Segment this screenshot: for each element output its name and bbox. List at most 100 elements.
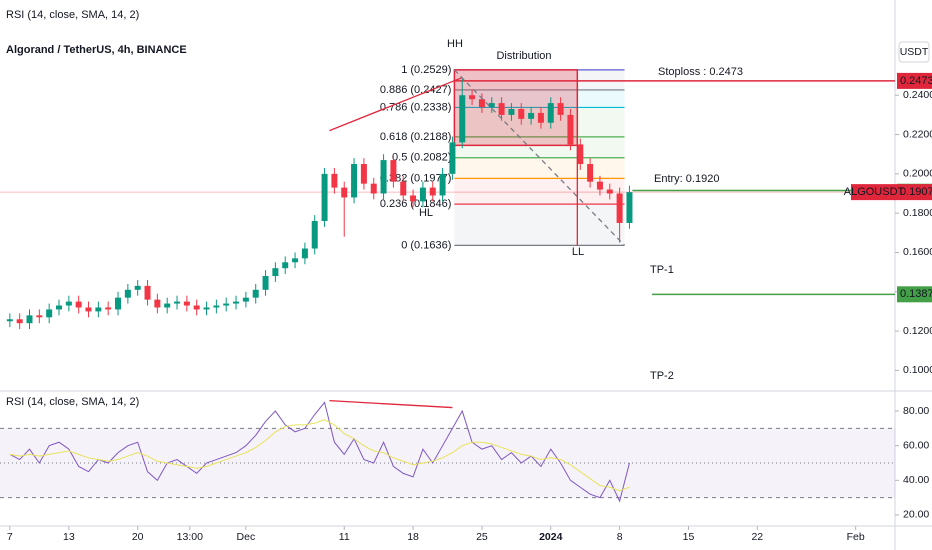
fib-label: 0.618 (0.2188) — [380, 131, 452, 143]
distribution-box — [453, 69, 579, 147]
candle-body — [498, 103, 505, 115]
candle-body — [567, 114, 574, 145]
candle-body — [587, 164, 594, 182]
price-label-box — [897, 72, 932, 89]
candle-body — [174, 301, 181, 304]
rsi-line — [9, 419, 630, 492]
y-tick-label: 40.00 — [903, 474, 929, 486]
y-tick-label: 60.00 — [903, 439, 929, 451]
candle-body — [75, 301, 82, 308]
x-tick-label: 2024 — [539, 531, 563, 543]
annotation: TP-1 — [650, 264, 674, 276]
annotation: LL — [572, 246, 584, 258]
candle-body — [370, 183, 377, 194]
candle-body — [233, 301, 240, 304]
candle-body — [292, 258, 299, 263]
candle-body — [6, 319, 13, 322]
rsi-band — [0, 428, 895, 498]
candle-body — [164, 303, 171, 308]
annotation: Entry: 0.1920 — [654, 173, 719, 185]
candle-body — [341, 187, 348, 198]
candle-body — [144, 285, 151, 300]
x-tick-label: 20 — [132, 531, 144, 543]
annotation: Distribution — [496, 50, 551, 62]
candle-body — [252, 289, 259, 298]
rsi-title: RSI (14, close, SMA, 14, 2) — [6, 396, 139, 408]
annotation: HH — [447, 38, 463, 50]
candle-body — [46, 309, 53, 318]
symbol-title: Algorand / TetherUS, 4h, BINANCE — [6, 44, 187, 56]
candle-body — [36, 315, 43, 318]
candle-body — [213, 305, 220, 308]
candle-body — [557, 103, 564, 115]
y-tick-label: 0.1200 — [903, 325, 932, 337]
price-label-box — [897, 286, 932, 303]
y-tick-label: 0.2400 — [903, 89, 932, 101]
currency: USDT — [900, 46, 929, 58]
candle-body — [26, 315, 33, 324]
fib-label: 0.786 (0.2338) — [380, 101, 452, 113]
candle-body — [65, 301, 72, 306]
candle-body — [400, 181, 407, 196]
candle-body — [547, 103, 554, 123]
candle-body — [124, 289, 131, 298]
fib-zone — [454, 204, 625, 246]
candle-body — [626, 192, 633, 223]
candle-body — [439, 173, 446, 196]
candle-body — [459, 95, 466, 143]
candle-body — [380, 160, 387, 194]
candle-body — [95, 307, 102, 312]
price-label: 0.1907 — [900, 186, 932, 198]
fib-label: 0.382 (0.1977) — [380, 172, 452, 184]
candle-body — [242, 297, 249, 302]
candle-body — [518, 108, 525, 119]
candle-body — [488, 103, 495, 108]
fib-zone — [454, 69, 625, 90]
candle-body — [56, 305, 63, 310]
y-tick-label: 0.2200 — [903, 128, 932, 140]
candle-body — [16, 319, 23, 324]
x-tick-label: 13 — [63, 531, 75, 543]
x-tick-label: 18 — [407, 531, 419, 543]
candle-body — [508, 108, 515, 115]
y-tick-label: 20.00 — [903, 509, 929, 521]
candle-body — [577, 144, 584, 165]
trend-line — [329, 76, 463, 132]
candle-body — [134, 285, 141, 290]
y-tick-label: 80.00 — [903, 405, 929, 417]
fib-zone — [454, 89, 625, 108]
rsi-line — [9, 401, 630, 503]
candle-body — [360, 164, 367, 184]
y-tick-label: 0.1600 — [903, 246, 932, 258]
annotation: Stoploss : 0.2473 — [658, 66, 743, 78]
candle-body — [262, 276, 269, 290]
candle-body — [537, 112, 544, 123]
candle-body — [154, 299, 161, 308]
x-tick-label: 25 — [476, 531, 488, 543]
fib-label: 0.5 (0.2082) — [392, 152, 451, 164]
candle-body — [478, 99, 485, 108]
annotation: HL — [419, 207, 433, 219]
candle-body — [528, 112, 535, 119]
candle-body — [390, 160, 397, 182]
fib-label: 0.886 (0.2427) — [380, 84, 452, 96]
candle-body — [331, 173, 338, 188]
x-tick-label: 22 — [751, 531, 763, 543]
x-tick-label: 11 — [339, 531, 350, 543]
candle-body — [606, 189, 613, 194]
candle-body — [429, 187, 436, 196]
currency-box[interactable] — [898, 41, 930, 63]
candle-body — [193, 305, 200, 310]
fib-label: 0.236 (0.1846) — [380, 198, 452, 210]
divergence-line — [329, 400, 453, 409]
fib-label: 0 (0.1636) — [401, 239, 451, 251]
y-tick-label: 0.2000 — [903, 168, 932, 180]
x-tick-label: 8 — [617, 531, 623, 543]
candle-body — [449, 142, 456, 174]
candle-body — [85, 307, 92, 312]
candle-body — [115, 297, 122, 310]
candle-body — [301, 248, 308, 259]
fib-zone — [454, 157, 625, 179]
